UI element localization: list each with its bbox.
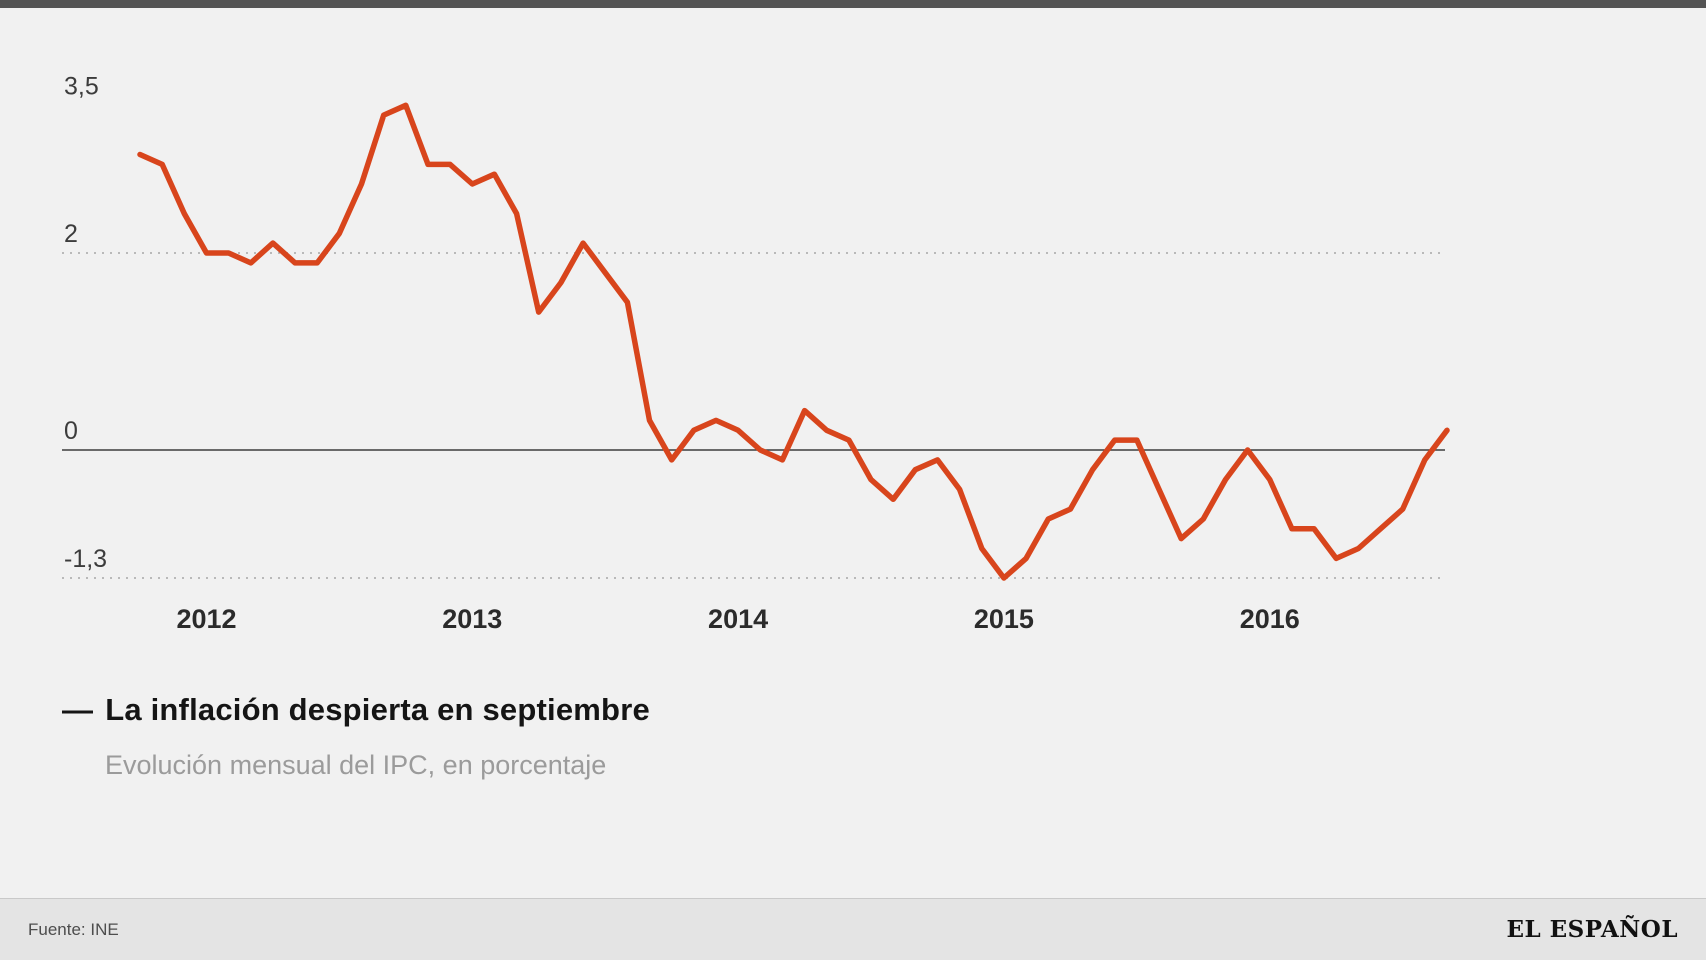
x-axis-year-label: 2013 — [442, 604, 502, 634]
inflation-line-chart: 3,5 2 0 -1,3 2012 2013 2014 2015 2016 — [62, 72, 1450, 634]
footer-bar: Fuente: INE EL ESPAÑOL — [0, 898, 1706, 960]
source-label: Fuente: INE — [28, 919, 119, 939]
ipc-series-line — [137, 102, 1450, 581]
chart-subtitle: Evolución mensual del IPC, en porcentaje — [105, 750, 607, 780]
brand-logo: EL ESPAÑOL — [1506, 916, 1678, 943]
chart-title: La inflación despierta en septiembre — [105, 692, 650, 727]
legend-dash: — — [62, 692, 94, 727]
x-axis-year-label: 2016 — [1240, 604, 1300, 634]
y-axis-tick-label: 3,5 — [64, 72, 99, 100]
chart-title-row: — La inflación despierta en septiembre — [62, 692, 650, 728]
x-axis-year-label: 2015 — [974, 604, 1034, 634]
y-axis-tick-label: 0 — [64, 417, 78, 445]
x-axis-year-label: 2014 — [708, 604, 768, 634]
y-axis-tick-label: 2 — [64, 220, 78, 248]
chart-legend: — La inflación despierta en septiembre Ev… — [62, 692, 650, 781]
x-axis-year-label: 2012 — [176, 604, 236, 634]
top-border-bar — [0, 0, 1706, 8]
y-axis-tick-label: -1,3 — [64, 545, 107, 573]
